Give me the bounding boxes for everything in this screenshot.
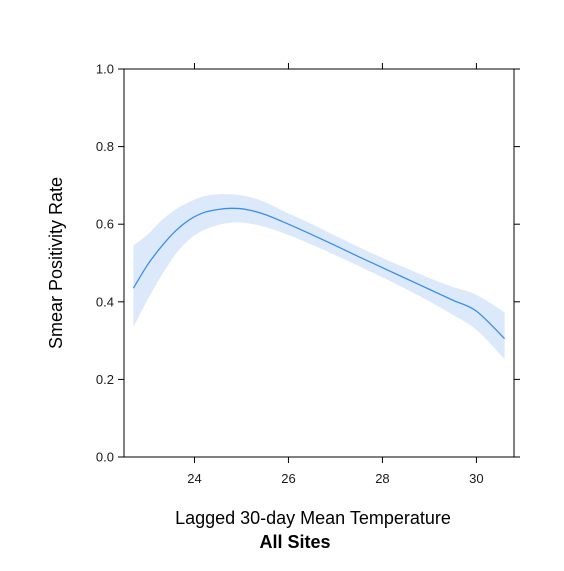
confidence-band-layer [133, 194, 505, 360]
x-tick-label: 26 [281, 471, 295, 486]
x-axis-ticks: 24 26 28 30 [187, 63, 484, 486]
fitted-line-layer [132, 207, 506, 340]
y-tick-label: 0.8 [96, 139, 114, 154]
y-axis-title: Smear Positivity Rate [46, 177, 66, 349]
x-axis-title: Lagged 30-day Mean Temperature [175, 508, 451, 528]
x-tick-label: 28 [375, 471, 389, 486]
plot-frame [123, 68, 515, 458]
y-tick-label: 0.0 [96, 450, 114, 465]
y-tick-label: 0.2 [96, 372, 114, 387]
fitted-line [132, 207, 506, 340]
x-tick-label: 24 [187, 471, 201, 486]
chart-subtitle: All Sites [259, 532, 330, 552]
y-tick-label: 1.0 [96, 62, 114, 77]
confidence-band [133, 194, 505, 360]
y-axis-ticks: 0.0 0.2 0.4 0.6 0.8 1.0 [96, 62, 520, 465]
y-tick-label: 0.4 [96, 294, 114, 309]
x-tick-label: 30 [469, 471, 483, 486]
y-tick-label: 0.6 [96, 217, 114, 232]
